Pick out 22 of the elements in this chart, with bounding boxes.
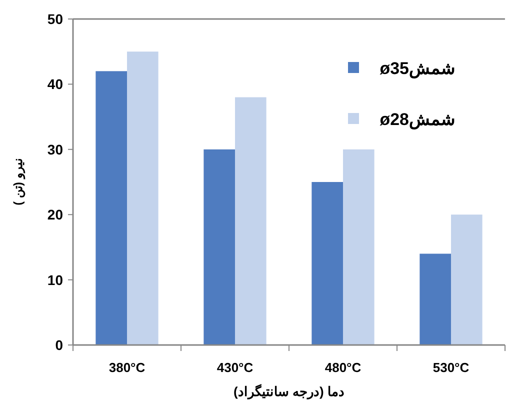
legend-label: شمشø28 [380,110,455,130]
bar [312,182,343,345]
x-tick-label: 380°C [108,360,146,375]
bar [451,214,482,345]
y-tick-label: 30 [47,141,64,158]
legend-label: شمشø35 [380,59,455,79]
y-tick-label: 0 [55,337,64,353]
y-axis-title: نیرو (تن ) [11,158,26,206]
bar [127,52,158,345]
x-tick-label: 430°C [216,360,254,375]
bar [420,254,451,345]
y-tick-label: 20 [47,206,64,223]
y-tick-label: 50 [47,11,64,27]
bar [96,71,127,345]
x-tick-label: 530°C [432,360,470,375]
bar [204,149,235,345]
y-tick-label: 10 [47,272,64,288]
x-tick-label: 480°C [324,360,362,375]
x-axis-title: دما (درجه سانتیگراد) [234,383,344,400]
bar [343,149,374,345]
y-tick-label: 40 [47,76,64,92]
bar [235,97,266,345]
